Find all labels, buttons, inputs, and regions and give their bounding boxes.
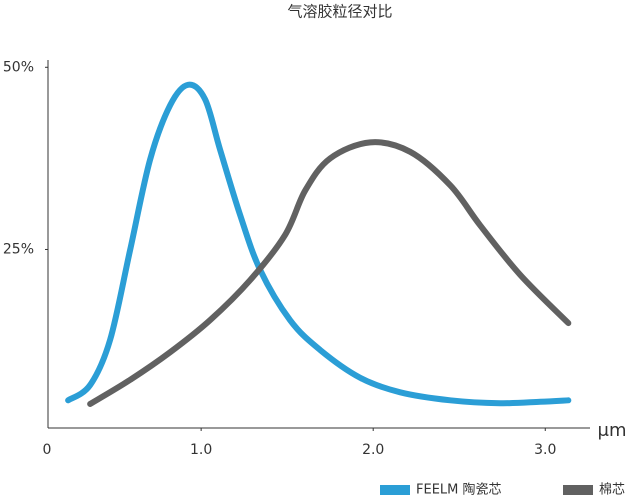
line-series — [87, 139, 572, 407]
line-series — [65, 81, 572, 407]
legend-label: FEELM 陶瓷芯 — [416, 482, 502, 498]
x-tick-label: 3.0 — [534, 442, 556, 458]
x-tick-label: 2.0 — [362, 442, 384, 458]
y-tick-label: 50% — [3, 59, 34, 75]
legend-swatch — [380, 485, 410, 495]
x-axis-label: μm — [598, 420, 627, 441]
legend-label: 棉芯 — [599, 483, 625, 498]
chart-title: 气溶胶粒径对比 — [287, 3, 392, 21]
origin-label: 0 — [43, 442, 52, 458]
y-tick-label: 25% — [3, 241, 34, 257]
x-tick-label: 1.0 — [190, 442, 212, 458]
legend-swatch — [563, 485, 593, 495]
